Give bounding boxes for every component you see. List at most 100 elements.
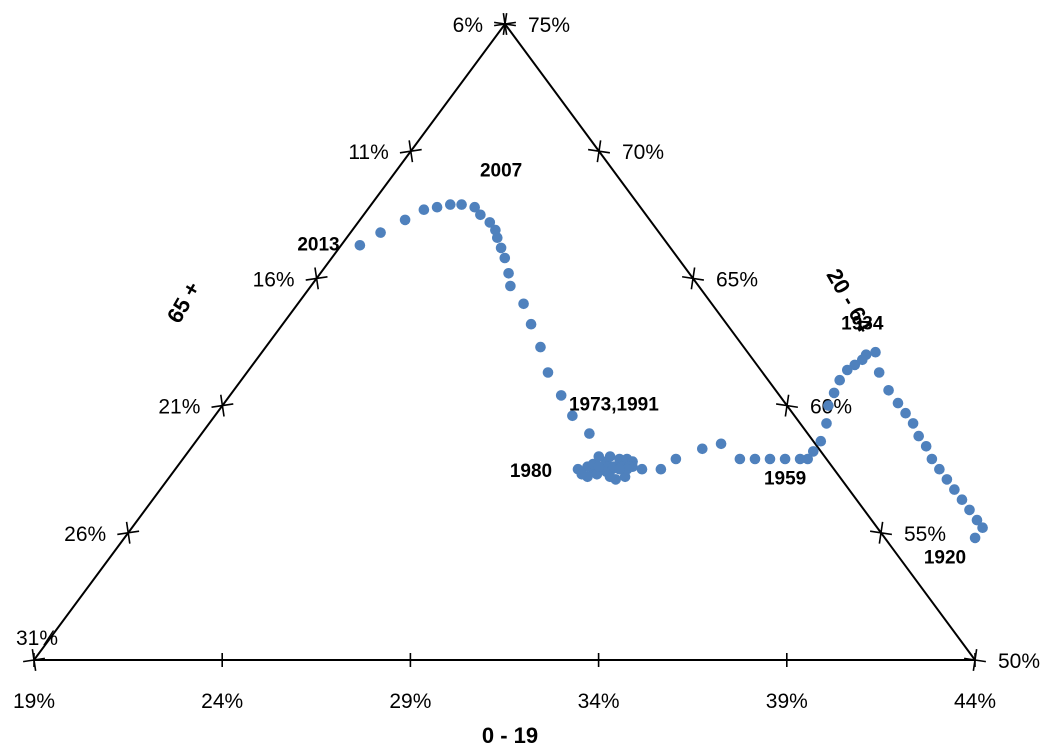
data-point — [907, 418, 919, 429]
data-points — [354, 199, 988, 544]
data-point — [593, 461, 605, 473]
data-point — [567, 410, 578, 422]
triangle-frame — [32, 22, 977, 661]
data-point — [913, 430, 924, 442]
data-point — [870, 346, 881, 358]
data-point — [834, 374, 845, 386]
data-point — [490, 224, 501, 236]
right-axis-tick-label: 65% — [716, 268, 758, 291]
data-point — [857, 354, 868, 366]
data-point — [949, 484, 960, 495]
right-axis-tick-label: 75% — [528, 14, 570, 37]
data-point — [375, 227, 386, 238]
data-point — [636, 463, 648, 475]
right-axis-tick — [776, 403, 798, 409]
right-axis-tick — [682, 275, 704, 281]
data-point — [900, 407, 911, 419]
bottom-axis-tick-label: 44% — [954, 690, 996, 713]
left-axis-title: 65 + — [162, 277, 205, 327]
data-point — [873, 367, 885, 378]
data-point — [499, 252, 511, 264]
data-point — [779, 453, 791, 465]
tick-labels: 19%24%29%34%39%44%50%55%60%65%70%75%31%2… — [13, 14, 1040, 713]
left-axis-tick — [314, 267, 320, 290]
point-annotation: 1980 — [510, 461, 552, 482]
data-point — [926, 453, 938, 465]
bottom-axis-tick-label: 39% — [766, 690, 808, 713]
bottom-axis-title: 0 - 19 — [482, 723, 538, 748]
bottom-axis-tick-label: 29% — [389, 690, 431, 713]
right-axis-tick — [964, 657, 986, 663]
data-point — [842, 364, 853, 376]
point-annotation: 1973,1991 — [569, 395, 659, 416]
data-point — [542, 367, 554, 378]
bottom-axis-tick-label: 24% — [201, 690, 243, 713]
data-point — [593, 451, 605, 462]
data-point — [892, 397, 904, 409]
point-annotation: 1920 — [924, 547, 966, 568]
data-point — [821, 418, 832, 429]
data-point — [655, 463, 667, 475]
data-point — [808, 446, 819, 457]
data-point — [535, 341, 546, 353]
data-point — [977, 522, 988, 533]
data-point — [495, 242, 507, 254]
data-point — [445, 199, 456, 210]
data-point — [794, 453, 806, 465]
left-axis-tick — [219, 394, 225, 417]
right-axis-tick-label: 50% — [998, 650, 1040, 673]
data-point — [555, 390, 567, 401]
data-point — [715, 438, 727, 450]
left-axis-tick-label: 6% — [453, 14, 483, 37]
data-point — [670, 453, 682, 465]
left-axis-tick — [408, 140, 414, 163]
data-point — [734, 453, 746, 465]
data-point — [614, 463, 625, 475]
data-point — [518, 298, 529, 310]
data-point — [920, 441, 932, 452]
data-point — [475, 209, 486, 221]
point-annotation: 1959 — [764, 469, 806, 490]
data-point — [525, 318, 537, 330]
data-point — [828, 387, 840, 399]
point-annotations: 2007 2013 1934 1973,1991 1959 1980 1920 — [297, 161, 966, 569]
data-point — [749, 453, 761, 465]
data-point — [883, 385, 894, 396]
data-point — [956, 494, 968, 506]
data-point — [971, 514, 983, 526]
point-annotation: 1934 — [841, 313, 884, 334]
left-axis-tick-label: 21% — [158, 396, 200, 419]
data-point — [418, 204, 430, 215]
data-point — [934, 463, 945, 475]
point-annotation: 2007 — [480, 161, 522, 182]
bottom-axis-tick-label: 34% — [578, 690, 620, 713]
data-point — [484, 217, 496, 228]
data-point — [621, 463, 633, 475]
data-point — [815, 435, 827, 447]
data-point — [941, 474, 953, 485]
data-point — [584, 428, 595, 439]
data-point — [964, 504, 975, 516]
data-point — [604, 451, 616, 462]
right-axis-tick-label: 55% — [904, 523, 946, 546]
data-point — [576, 469, 588, 480]
data-point — [823, 400, 834, 411]
bottom-axis-tick-label: 19% — [13, 690, 55, 713]
data-point — [469, 201, 481, 213]
point-annotation: 2013 — [297, 234, 339, 255]
data-point — [431, 201, 443, 213]
tick-marks — [23, 13, 986, 671]
data-point — [969, 532, 981, 544]
data-point — [697, 443, 708, 455]
data-point — [399, 214, 411, 226]
left-axis-tick-label: 26% — [64, 523, 106, 546]
data-point — [456, 199, 467, 210]
left-axis-tick — [125, 521, 131, 544]
left-axis-tick-label: 31% — [16, 627, 58, 650]
data-point — [354, 240, 366, 251]
triangle-edges — [32, 22, 977, 661]
left-axis-tick-label: 11% — [348, 141, 388, 164]
left-axis-tick — [31, 649, 37, 671]
data-point — [764, 453, 776, 465]
